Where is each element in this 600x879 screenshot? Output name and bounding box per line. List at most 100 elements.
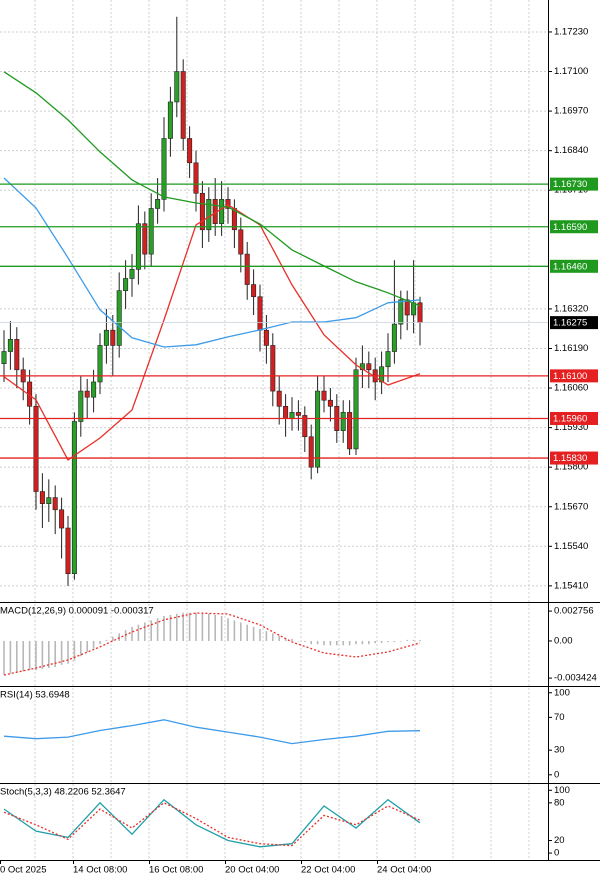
panel-title: Stoch(5,3,3) 48.2206 52.3647 (0, 787, 126, 798)
candle-body (206, 199, 212, 231)
y-tick-label: 1.17100 (554, 66, 588, 77)
y-tick-label: 0.00 (554, 635, 573, 646)
y-tick-label: 0 (554, 848, 559, 859)
macd-bar (3, 640, 5, 675)
candle-body (366, 363, 372, 371)
candle-body (52, 497, 58, 511)
candle-body (167, 101, 173, 139)
macd-bar (284, 637, 287, 641)
macd-bar (259, 629, 261, 641)
level-label: 1.16100 (553, 371, 587, 382)
macd-bar (188, 612, 191, 641)
macd-bar (246, 624, 248, 641)
candle-body (251, 284, 257, 298)
indicator-line (3, 71, 421, 307)
indicator-line (3, 798, 421, 848)
x-tick-label: 16 Oct 08:00 (149, 865, 203, 876)
macd-bar (112, 636, 114, 641)
macd-bar (233, 620, 236, 641)
x-tick-label: 14 Oct 08:00 (73, 865, 127, 876)
candle-body (353, 369, 359, 450)
macd-bar (393, 640, 396, 643)
candle-body (385, 351, 391, 368)
candle-body (129, 269, 135, 279)
x-tick-label: 0 Oct 2025 (0, 865, 46, 876)
candle-body (302, 415, 308, 438)
last-price-box (550, 316, 598, 330)
indicator-line (3, 802, 421, 847)
macd-bar (176, 613, 178, 641)
candle-body (14, 339, 20, 371)
y-tick-label: 1.16970 (554, 106, 588, 117)
candle-body (180, 71, 186, 139)
y-tick-label: 1.15540 (554, 541, 588, 552)
candle-body (46, 497, 52, 504)
candle-body (391, 323, 397, 352)
candle-body (270, 345, 276, 392)
macd-bar (67, 640, 69, 664)
last-price-label: 1.16275 (553, 318, 587, 329)
macd-bar (297, 640, 300, 642)
candle-body (225, 199, 231, 209)
macd-bar (400, 640, 402, 642)
candle-body (78, 390, 84, 422)
macd-bar (195, 612, 197, 641)
candle-body (404, 299, 410, 316)
candle-body (295, 412, 301, 416)
candle-body (142, 223, 148, 255)
level-label: 1.16460 (553, 261, 587, 272)
candle-body (174, 71, 180, 103)
candle-body (110, 329, 116, 346)
macd-bar (99, 640, 101, 645)
candle-body (1, 351, 7, 364)
macd-bar (144, 622, 146, 641)
y-tick-label: 70 (554, 712, 565, 723)
macd-bar (387, 640, 389, 643)
level-label-box (550, 177, 598, 191)
candle-body (71, 421, 77, 574)
macd-bar (316, 640, 319, 645)
candle-body (193, 162, 199, 194)
level-label-box (550, 259, 598, 273)
macd-bar (54, 640, 56, 668)
macd-bar (73, 640, 76, 661)
macd-bar (240, 622, 242, 641)
level-label: 1.16590 (553, 222, 587, 233)
level-label-box (550, 220, 598, 234)
macd-bar (35, 640, 37, 671)
y-tick-label: 1.16190 (554, 343, 588, 354)
macd-bar (252, 626, 255, 641)
candle-body (315, 390, 321, 468)
macd-bar (201, 613, 204, 641)
macd-bar (92, 640, 95, 649)
candle-body (148, 208, 154, 255)
macd-bar (342, 640, 344, 646)
macd-bar (310, 640, 312, 645)
panel-title: RSI(14) 53.6948 (0, 690, 70, 701)
y-tick-label: -0.003424 (554, 673, 597, 684)
candle-body (327, 399, 333, 407)
macd-bar (374, 640, 376, 644)
indicator-line (3, 719, 421, 745)
macd-bar (336, 640, 338, 646)
candle-body (289, 412, 295, 419)
level-label-box (550, 411, 598, 425)
candle-body (283, 406, 289, 419)
candle-body (103, 329, 109, 346)
y-tick-label: 1.16060 (554, 383, 588, 394)
y-tick-label: 1.15800 (554, 462, 588, 473)
y-tick-label: 1.17230 (554, 26, 588, 37)
macd-bar (368, 640, 370, 645)
macd-bar (291, 638, 293, 641)
candle-body (276, 390, 282, 407)
candle-body (187, 138, 193, 164)
level-label: 1.16730 (553, 179, 587, 190)
y-tick-label: 1.15930 (554, 422, 588, 433)
macd-bar (214, 614, 216, 641)
macd-bar (329, 640, 332, 646)
macd-bar (220, 616, 223, 641)
y-tick-label: 1.15410 (554, 580, 588, 591)
level-label: 1.15830 (553, 453, 587, 464)
